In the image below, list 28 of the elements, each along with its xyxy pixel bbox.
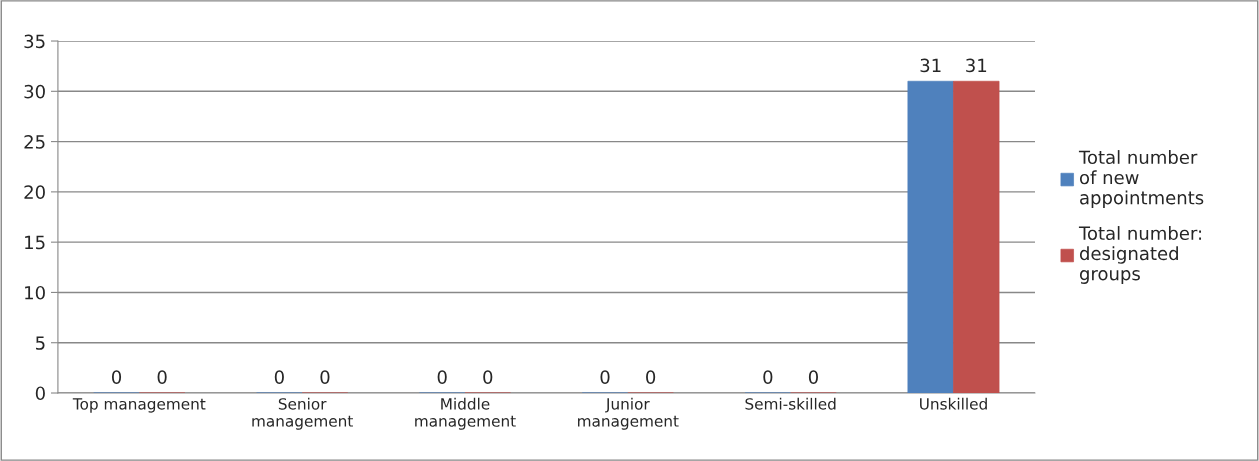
data-label: 31 [920,58,941,73]
y-tick-label: 10 [25,285,45,300]
data-label: 0 [111,370,122,384]
x-tick-label: Top management [72,398,206,413]
y-tick-label: 15 [25,235,45,250]
y-tick-label: 25 [24,135,45,149]
data-label: 0 [646,370,656,384]
x-tick-label: Junior management [578,397,679,430]
data-label: 0 [600,370,610,384]
y-tick-label: 0 [35,386,45,401]
data-label: 0 [320,370,330,384]
data-label: 0 [808,370,818,384]
data-label: 0 [437,370,447,384]
y-tick-label: 35 [24,34,45,49]
x-tick-label: Semi-skilled [745,397,836,410]
data-label: 0 [483,370,493,384]
x-tick-label: Middle management [415,397,516,430]
x-tick-label: Senior management [252,397,353,430]
y-tick-label: 20 [24,185,45,199]
data-label: 31 [966,58,987,73]
data-label: 0 [274,370,284,384]
x-tick-label: Unskilled [920,397,987,410]
legend-label: Total number of new appointments [1078,150,1204,208]
y-tick-label: 5 [36,336,45,350]
y-tick-label: 30 [24,84,45,99]
legend-label: Total number: designated groups [1078,226,1202,284]
data-label: 0 [763,370,773,384]
data-label: 0 [157,370,167,384]
